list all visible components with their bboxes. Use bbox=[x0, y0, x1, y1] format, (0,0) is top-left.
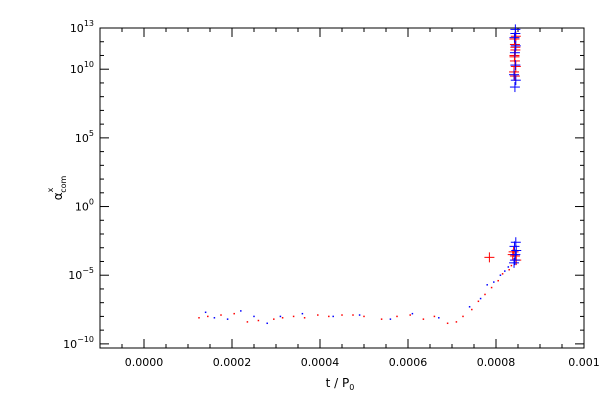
y-axis-label: αx com bbox=[46, 175, 68, 200]
data-point-plus bbox=[510, 40, 521, 51]
data-point-dot bbox=[396, 315, 398, 318]
data-point-dot bbox=[204, 311, 207, 314]
data-point-dot bbox=[484, 293, 486, 296]
data-point-dot bbox=[226, 318, 229, 320]
data-point-dot bbox=[446, 322, 449, 325]
data-point-plus bbox=[509, 82, 520, 93]
data-point-dot bbox=[508, 268, 510, 271]
data-point-dot bbox=[490, 286, 493, 289]
data-point-dot bbox=[507, 266, 510, 268]
y-tick-label: 100 bbox=[75, 198, 94, 214]
x-tick-label: 0.0000 bbox=[125, 356, 164, 369]
y-tick-label: 10−5 bbox=[68, 266, 94, 282]
data-point-dot bbox=[213, 317, 216, 319]
x-tick-label: 0.0004 bbox=[301, 356, 340, 369]
y-tick-label: 10−10 bbox=[63, 335, 94, 351]
data-point-dot bbox=[292, 315, 295, 318]
data-point-dot bbox=[479, 297, 482, 300]
data-point-dot bbox=[303, 317, 306, 319]
data-point-dot bbox=[358, 314, 361, 316]
data-point-dot bbox=[332, 315, 334, 318]
data-point-dot bbox=[246, 321, 249, 323]
x-tick-labels: 0.0000 0.0002 0.0004 0.0006 0.0008 0.001 bbox=[125, 356, 600, 369]
data-point-dot bbox=[411, 312, 414, 315]
data-point-dot bbox=[341, 314, 343, 316]
x-tick-label: 0.0008 bbox=[477, 356, 516, 369]
x-axis-label: t / P0 bbox=[326, 376, 355, 392]
data-point-plus bbox=[509, 255, 520, 266]
data-point-plus bbox=[510, 75, 521, 86]
data-point-dot bbox=[389, 318, 392, 320]
data-point-dot bbox=[471, 308, 473, 311]
data-point-dot bbox=[240, 310, 242, 312]
data-point-dot bbox=[510, 264, 513, 267]
data-point-dot bbox=[497, 279, 499, 282]
axis-ticks bbox=[99, 27, 585, 348]
data-point-dot bbox=[433, 315, 436, 318]
data-point-dot bbox=[363, 315, 365, 318]
y-tick-labels: 10−10 10−5 100 105 1010 1013 bbox=[63, 19, 94, 351]
data-point-plus bbox=[508, 246, 519, 257]
data-point-dot bbox=[455, 321, 458, 323]
y-tick-label: 105 bbox=[75, 129, 94, 145]
x-tick-label: 0.0002 bbox=[213, 356, 252, 369]
data-point-dot bbox=[477, 300, 480, 303]
data-point-dot bbox=[279, 315, 282, 318]
data-point-plus bbox=[510, 60, 521, 71]
data-point-plus bbox=[509, 32, 520, 43]
data-point-dot bbox=[504, 270, 506, 272]
data-point-plus bbox=[509, 47, 520, 58]
y-tick-label: 1013 bbox=[70, 19, 94, 35]
data-point-dot bbox=[301, 312, 304, 315]
data-point-dot bbox=[486, 284, 488, 286]
x-tick-label: 0.0006 bbox=[389, 356, 428, 369]
data-point-dot bbox=[328, 315, 330, 318]
data-point-dot bbox=[493, 281, 495, 283]
data-point-dot bbox=[233, 312, 235, 315]
x-tick-label: 0.001 bbox=[568, 356, 600, 369]
data-point-dot bbox=[409, 314, 411, 316]
data-point-dot bbox=[438, 317, 440, 319]
data-point-dot bbox=[253, 315, 255, 318]
data-point-dot bbox=[352, 314, 354, 316]
data-point-plus bbox=[509, 69, 520, 80]
y-tick-label: 1010 bbox=[70, 60, 94, 76]
data-point-dot bbox=[499, 274, 502, 276]
data-point-dot bbox=[501, 273, 504, 275]
data-point-dot bbox=[422, 318, 425, 320]
data-point-plus bbox=[509, 257, 520, 268]
data-point-plus bbox=[484, 252, 495, 263]
data-point-dot bbox=[468, 306, 471, 308]
data-point-plus bbox=[511, 245, 522, 256]
data-point-dot bbox=[462, 315, 464, 318]
data-point-dot bbox=[266, 322, 268, 325]
data-point-dot bbox=[257, 319, 260, 322]
data-point-dot bbox=[207, 315, 209, 318]
data-marks bbox=[198, 24, 522, 325]
data-point-dot bbox=[281, 317, 284, 319]
data-point-plus bbox=[509, 241, 520, 252]
data-point-dot bbox=[198, 317, 200, 319]
data-point-plus bbox=[510, 28, 521, 39]
data-point-dot bbox=[317, 314, 319, 316]
data-point-dot bbox=[380, 318, 383, 320]
data-point-dot bbox=[220, 314, 222, 316]
data-point-dot bbox=[273, 318, 275, 320]
data-point-plus bbox=[509, 71, 520, 82]
